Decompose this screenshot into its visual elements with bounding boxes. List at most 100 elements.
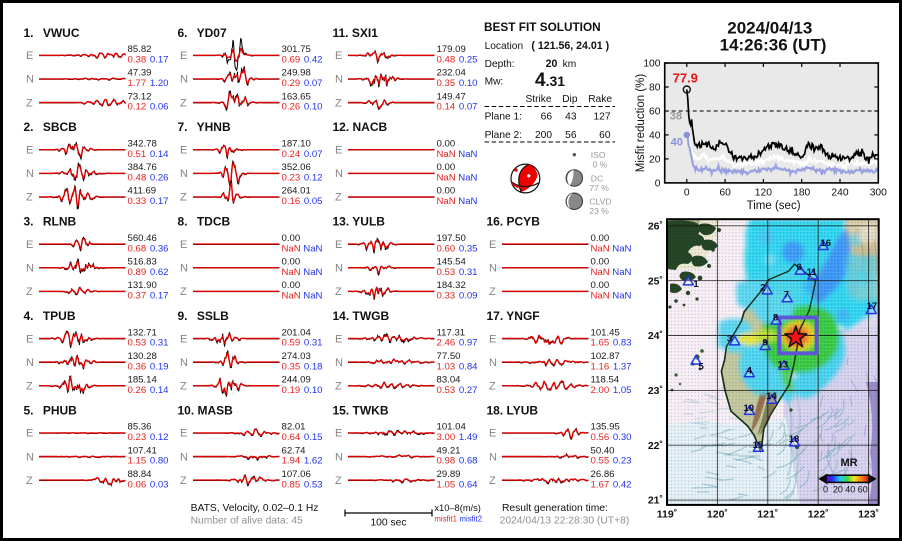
svg-text:50.40: 50.40 (591, 445, 615, 456)
svg-text:122˚: 122˚ (808, 509, 829, 521)
svg-text:Z: Z (180, 97, 187, 109)
svg-text:Dip: Dip (562, 94, 578, 105)
svg-text:40: 40 (671, 137, 683, 149)
svg-text:6: 6 (796, 262, 801, 273)
svg-text:22˚: 22˚ (648, 440, 663, 452)
svg-text:N: N (489, 451, 497, 463)
svg-text:0.16: 0.16 (282, 196, 301, 207)
svg-text:Plane 2:: Plane 2: (485, 130, 522, 141)
svg-text:E: E (335, 50, 342, 62)
svg-text:0.00: 0.00 (282, 257, 301, 268)
svg-text:E: E (489, 333, 496, 345)
svg-text:1.67: 1.67 (591, 479, 610, 490)
svg-text:NaN: NaN (458, 173, 477, 184)
svg-text:249.98: 249.98 (282, 68, 311, 79)
svg-text:3: 3 (727, 333, 732, 344)
svg-text:E: E (26, 50, 33, 62)
svg-text:2024/04/13 22:28:30 (UT+8): 2024/04/13 22:28:30 (UT+8) (500, 515, 630, 526)
svg-text:120: 120 (755, 188, 772, 199)
svg-text:0.00: 0.00 (282, 280, 301, 291)
svg-text:N: N (26, 74, 34, 86)
svg-text:201.04: 201.04 (282, 327, 312, 338)
svg-text:0.64: 0.64 (459, 479, 478, 490)
svg-text:240: 240 (831, 188, 848, 199)
svg-text:0.26: 0.26 (282, 102, 301, 113)
svg-text:0.97: 0.97 (459, 338, 478, 349)
svg-text:N: N (335, 168, 343, 180)
svg-text:E: E (489, 428, 496, 440)
svg-text:0.64: 0.64 (282, 432, 301, 443)
svg-text:6. YD07: 6. YD07 (178, 26, 227, 40)
svg-text:0.00: 0.00 (591, 233, 610, 244)
svg-text:560.46: 560.46 (128, 233, 157, 244)
svg-text:Z: Z (180, 381, 187, 393)
svg-text:301.75: 301.75 (282, 44, 311, 55)
svg-text:274.03: 274.03 (282, 351, 311, 362)
svg-text:Z: Z (26, 475, 33, 487)
svg-text:BEST FIT SOLUTION: BEST FIT SOLUTION (484, 20, 601, 34)
svg-text:N: N (489, 263, 497, 275)
svg-text:1.15: 1.15 (128, 456, 147, 467)
svg-text:131.90: 131.90 (128, 280, 157, 291)
svg-text:14: 14 (766, 391, 777, 402)
svg-text:0.31: 0.31 (459, 267, 478, 278)
svg-text:1.65: 1.65 (591, 338, 610, 349)
svg-text:163.65: 163.65 (282, 91, 311, 102)
svg-text:N: N (26, 263, 34, 275)
svg-text:2: 2 (760, 283, 765, 294)
svg-text:107.06: 107.06 (282, 469, 311, 480)
svg-text:77 %: 77 % (589, 183, 609, 193)
svg-text:14. TWGB: 14. TWGB (333, 309, 390, 323)
svg-text:20: 20 (546, 58, 558, 70)
svg-text:NaN: NaN (458, 149, 477, 160)
svg-text:11. SXI1: 11. SXI1 (333, 26, 379, 40)
svg-text:40: 40 (649, 130, 661, 141)
svg-text:Z: Z (26, 97, 33, 109)
svg-text:26˚: 26˚ (648, 220, 663, 232)
svg-text:117.31: 117.31 (437, 327, 466, 338)
svg-text:DC: DC (591, 173, 603, 183)
svg-text:40: 40 (845, 485, 855, 495)
svg-text:0.14: 0.14 (437, 102, 456, 113)
svg-text:1. VWUC: 1. VWUC (24, 26, 80, 40)
svg-text:0.15: 0.15 (304, 432, 323, 443)
svg-text:0.51: 0.51 (128, 149, 147, 160)
svg-text:244.09: 244.09 (282, 375, 311, 386)
svg-text:10: 10 (744, 403, 755, 414)
svg-text:Z: Z (180, 192, 187, 204)
svg-text:Z: Z (489, 381, 496, 393)
svg-text:130.28: 130.28 (128, 351, 157, 362)
svg-text:2024/04/13: 2024/04/13 (727, 19, 812, 38)
svg-text:x10–8(m/s): x10–8(m/s) (434, 503, 481, 513)
svg-text:0.59: 0.59 (282, 338, 301, 349)
svg-text:Strike: Strike (525, 94, 551, 105)
svg-text:15. TWKB: 15. TWKB (333, 403, 389, 417)
svg-text:N: N (26, 357, 34, 369)
svg-text:0.42: 0.42 (613, 479, 632, 490)
svg-text:0.17: 0.17 (150, 291, 169, 302)
svg-text:Z: Z (489, 475, 496, 487)
svg-text:121˚: 121˚ (757, 509, 778, 521)
svg-text:E: E (180, 145, 187, 157)
svg-text:Z: Z (335, 286, 342, 298)
svg-text:0.00: 0.00 (591, 257, 610, 268)
svg-text:E: E (26, 428, 33, 440)
svg-text:4: 4 (747, 366, 753, 377)
svg-text:0.31: 0.31 (304, 338, 323, 349)
svg-text:187.10: 187.10 (282, 139, 311, 150)
svg-text:135.95: 135.95 (591, 422, 620, 433)
svg-text:132.71: 132.71 (128, 327, 157, 338)
svg-text:100: 100 (643, 58, 660, 69)
svg-text:0.12: 0.12 (128, 102, 147, 113)
svg-text:0.14: 0.14 (150, 385, 169, 396)
svg-text:Rake: Rake (588, 94, 612, 105)
svg-text:0.33: 0.33 (128, 196, 147, 207)
svg-text:Z: Z (26, 286, 33, 298)
svg-text:misfit2: misfit2 (460, 515, 483, 524)
svg-text:N: N (180, 74, 188, 86)
svg-text:NaN: NaN (591, 291, 610, 302)
svg-text:1.05: 1.05 (613, 385, 632, 396)
svg-text:1.62: 1.62 (304, 456, 323, 467)
svg-text:60: 60 (649, 106, 661, 117)
svg-text:0.98: 0.98 (437, 456, 456, 467)
